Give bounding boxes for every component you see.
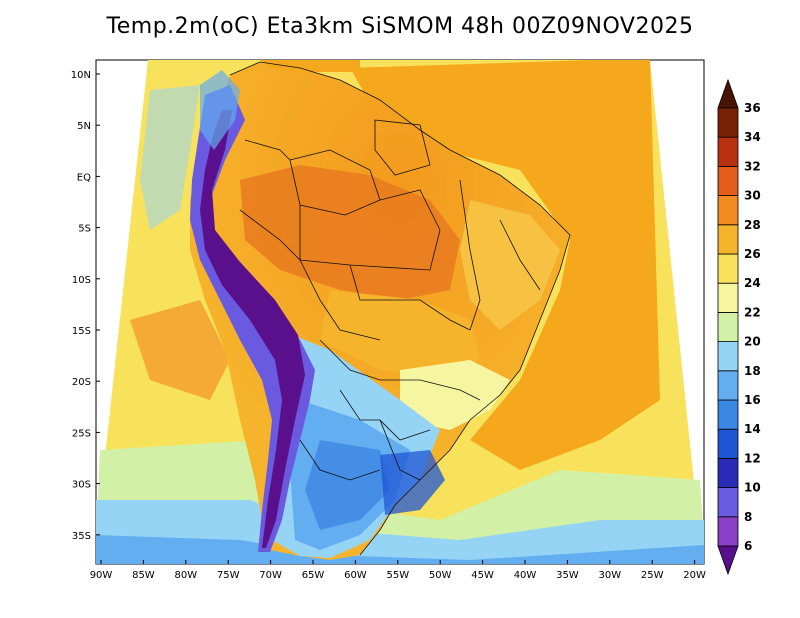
pacific-warm-patch [130, 300, 230, 400]
central-brazil [320, 290, 480, 380]
colorbar-label: 22 [744, 305, 761, 319]
latitude-axis: 10N 5N EQ 5S 10S 15S 20S 25S 30S 35S [71, 70, 100, 542]
south-ocean-band-3 [96, 535, 704, 564]
map-title: Temp.2m(oC) Eta3km SiSMOM 48h 00Z09NOV20… [106, 14, 694, 39]
colorbar-segment [717, 341, 739, 372]
colorbar-segment [717, 107, 739, 138]
colorbar-segment [717, 487, 739, 518]
lon-tick-label: 90W [90, 570, 113, 581]
colorbar-segment [717, 311, 739, 342]
lon-tick-label: 55W [386, 570, 409, 581]
lon-tick-label: 65W [302, 570, 325, 581]
lat-tick-label: EQ [77, 172, 91, 183]
colorbar-label: 10 [744, 481, 761, 495]
colorbar-segment [717, 370, 739, 401]
lon-tick-label: 40W [514, 570, 537, 581]
temperature-field [96, 60, 704, 564]
lon-tick-label: 75W [217, 570, 240, 581]
uruguay-cool [380, 450, 445, 515]
longitude-axis: 90W 85W 80W 75W 70W 65W 60W 55W 50W 45W 40W 35W 30W 2… [90, 560, 706, 581]
northeast-mild [460, 200, 560, 330]
colorbar-label: 36 [744, 101, 761, 115]
colorbar-label: 30 [744, 189, 761, 203]
lon-tick-label: 80W [174, 570, 197, 581]
lon-tick-label: 30W [598, 570, 621, 581]
colorbar-min-triangle [717, 545, 739, 576]
lat-tick-label: 20S [72, 377, 91, 388]
pampas-blue [305, 440, 390, 530]
colorbar-max-triangle [717, 78, 739, 109]
caribbean-sea [260, 60, 360, 72]
colorbar-label: 14 [744, 422, 761, 436]
lon-tick-label: 35W [556, 570, 579, 581]
colorbar-label: 16 [744, 393, 761, 407]
colorbar-label: 8 [744, 510, 752, 524]
colorbar-segment [717, 165, 739, 196]
colorbar-label: 32 [744, 159, 761, 173]
atlantic-warm-ocean [350, 60, 660, 470]
lat-tick-label: 30S [72, 480, 91, 491]
colorbar-label: 18 [744, 364, 761, 378]
pacific-coastal-band [140, 85, 200, 230]
lat-tick-label: 10S [72, 275, 91, 286]
colorbar-segment [717, 253, 739, 284]
lon-tick-label: 60W [344, 570, 367, 581]
southeast-cool [400, 360, 510, 430]
lon-tick-label: 45W [471, 570, 494, 581]
colorbar-label: 20 [744, 335, 761, 349]
andes-high [200, 110, 305, 548]
lat-tick-label: 10N [71, 70, 91, 81]
lat-tick-label: 25S [72, 428, 91, 439]
colorbar-segment [717, 399, 739, 430]
lat-tick-label: 15S [72, 326, 91, 337]
colorbar-label: 24 [744, 276, 761, 290]
colorbar-label: 6 [744, 539, 752, 553]
lat-tick-label: 5S [78, 224, 91, 235]
colorbar-segment [717, 457, 739, 488]
colorbar-label: 34 [744, 130, 761, 144]
colorbar-segment [717, 224, 739, 255]
colorbar-segment [717, 282, 739, 313]
amazon-hot-core [240, 165, 460, 300]
lon-tick-label: 85W [132, 570, 155, 581]
colorbar-segment [717, 516, 739, 547]
colorbar-segment [717, 136, 739, 167]
colorbar: 6 8 10 12 14 16 18 20 22 24 26 28 30 32 34 36 [717, 78, 761, 576]
colorbar-label: 28 [744, 218, 761, 232]
lat-tick-label: 35S [72, 531, 91, 542]
lon-tick-label: 25W [641, 570, 664, 581]
country-borders [229, 61, 571, 556]
andes-cool-flank [200, 70, 240, 150]
colorbar-label: 12 [744, 451, 761, 465]
colorbar-segment [717, 195, 739, 226]
lat-tick-label: 5N [77, 121, 91, 132]
lon-tick-label: 50W [429, 570, 452, 581]
colorbar-segment [717, 428, 739, 459]
lon-tick-label: 70W [259, 570, 282, 581]
colorbar-label: 26 [744, 247, 761, 261]
lon-tick-label: 20W [683, 570, 706, 581]
